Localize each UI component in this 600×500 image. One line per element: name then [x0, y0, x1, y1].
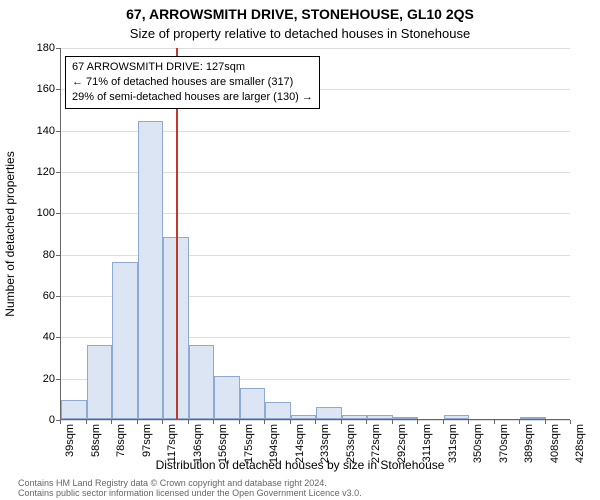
- x-tick-label: 370sqm: [498, 424, 510, 463]
- y-tick: [56, 89, 60, 90]
- x-tick: [519, 420, 520, 424]
- x-tick: [468, 420, 469, 424]
- annotation-line: 67 ARROWSMITH DRIVE: 127sqm: [72, 60, 313, 75]
- x-tick-label: 331sqm: [447, 424, 459, 463]
- histogram-bar: [61, 400, 87, 419]
- x-tick: [60, 420, 61, 424]
- x-tick: [392, 420, 393, 424]
- x-tick: [290, 420, 291, 424]
- histogram-bar: [444, 415, 470, 419]
- x-tick: [137, 420, 138, 424]
- y-tick-label: 20: [30, 373, 55, 385]
- x-tick-label: 58sqm: [90, 424, 102, 457]
- x-tick-label: 97sqm: [141, 424, 153, 457]
- x-tick-label: 408sqm: [549, 424, 561, 463]
- y-tick-label: 160: [30, 83, 55, 95]
- histogram-bar: [214, 376, 240, 419]
- x-tick-label: 175sqm: [243, 424, 255, 463]
- attribution-line: Contains HM Land Registry data © Crown c…: [18, 478, 362, 488]
- x-tick: [239, 420, 240, 424]
- y-tick: [56, 131, 60, 132]
- x-tick-label: 78sqm: [115, 424, 127, 457]
- x-tick-label: 389sqm: [523, 424, 535, 463]
- y-tick: [56, 172, 60, 173]
- x-tick: [188, 420, 189, 424]
- y-tick-label: 180: [30, 42, 55, 54]
- y-tick: [56, 296, 60, 297]
- histogram-bar: [342, 415, 368, 419]
- histogram-bar: [291, 415, 317, 419]
- x-tick-label: 214sqm: [294, 424, 306, 463]
- histogram-bar: [316, 407, 342, 419]
- histogram-bar: [265, 402, 291, 419]
- x-tick: [443, 420, 444, 424]
- x-tick: [111, 420, 112, 424]
- histogram-bar: [240, 388, 266, 419]
- x-tick: [570, 420, 571, 424]
- x-tick-label: 428sqm: [574, 424, 586, 463]
- y-tick: [56, 337, 60, 338]
- x-tick: [341, 420, 342, 424]
- x-tick-label: 156sqm: [217, 424, 229, 463]
- histogram-bar: [393, 417, 419, 419]
- histogram-bar: [520, 417, 546, 419]
- attribution: Contains HM Land Registry data © Crown c…: [18, 478, 362, 499]
- page-subtitle: Size of property relative to detached ho…: [0, 26, 600, 41]
- x-tick: [213, 420, 214, 424]
- x-tick-label: 253sqm: [345, 424, 357, 463]
- y-tick: [56, 379, 60, 380]
- x-tick: [366, 420, 367, 424]
- y-tick-label: 140: [30, 125, 55, 137]
- y-tick: [56, 213, 60, 214]
- y-tick-label: 120: [30, 166, 55, 178]
- x-tick: [86, 420, 87, 424]
- page-title: 67, ARROWSMITH DRIVE, STONEHOUSE, GL10 2…: [0, 6, 600, 22]
- x-tick: [315, 420, 316, 424]
- attribution-line: Contains public sector information licen…: [18, 488, 362, 498]
- annotation-box: 67 ARROWSMITH DRIVE: 127sqm ← 71% of det…: [65, 56, 320, 109]
- annotation-line: 29% of semi-detached houses are larger (…: [72, 90, 313, 105]
- y-tick-label: 60: [30, 290, 55, 302]
- histogram-bar: [112, 262, 138, 419]
- histogram-bar: [189, 345, 215, 419]
- x-tick-label: 311sqm: [421, 424, 433, 462]
- x-tick: [545, 420, 546, 424]
- annotation-line: ← 71% of detached houses are smaller (31…: [72, 75, 313, 90]
- histogram-bar: [87, 345, 113, 419]
- x-tick-label: 194sqm: [268, 424, 280, 463]
- x-tick: [494, 420, 495, 424]
- x-tick-label: 350sqm: [472, 424, 484, 463]
- y-tick-label: 0: [30, 414, 55, 426]
- y-tick: [56, 255, 60, 256]
- y-axis-label: Number of detached properties: [3, 151, 17, 316]
- histogram-bar: [367, 415, 393, 419]
- gridline: [61, 48, 570, 49]
- histogram-bar: [138, 121, 164, 419]
- y-tick: [56, 48, 60, 49]
- x-tick-label: 136sqm: [192, 424, 204, 463]
- x-tick: [264, 420, 265, 424]
- y-tick-label: 80: [30, 249, 55, 261]
- x-tick-label: 39sqm: [64, 424, 76, 457]
- x-tick-label: 272sqm: [370, 424, 382, 463]
- x-tick: [162, 420, 163, 424]
- x-tick: [417, 420, 418, 424]
- y-tick-label: 100: [30, 207, 55, 219]
- x-tick-label: 233sqm: [319, 424, 331, 463]
- x-tick-label: 117sqm: [166, 424, 178, 462]
- x-tick-label: 292sqm: [396, 424, 408, 463]
- y-tick-label: 40: [30, 331, 55, 343]
